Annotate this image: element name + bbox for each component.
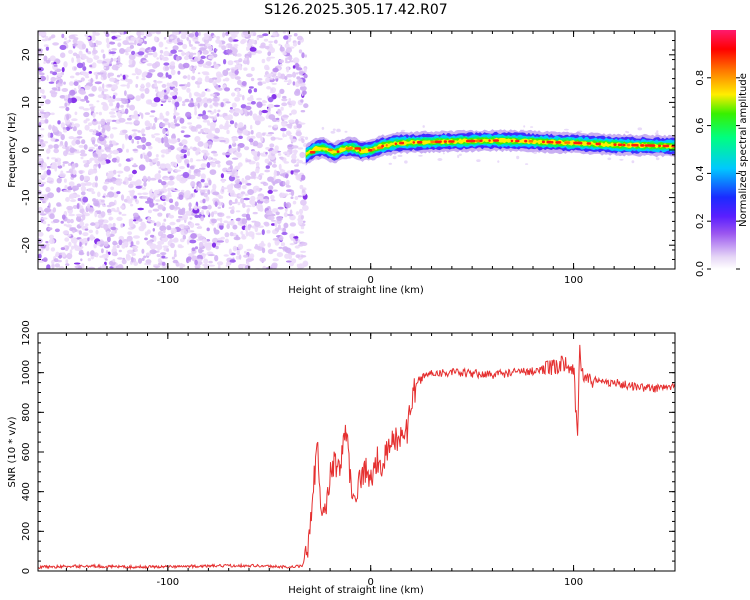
snr-ytick-label: 200 (21, 522, 32, 541)
noise-speckle (38, 31, 660, 269)
snr-xtick-label: 0 (368, 577, 374, 588)
snr-ytick-label: 400 (21, 482, 32, 501)
snr-ylabel: SNR (10 * v/v) (7, 416, 18, 487)
heatmap-ytick-label: -10 (21, 189, 32, 205)
snr-xtick-label: 100 (564, 577, 583, 588)
heatmap-ytick-label: 0 (21, 147, 32, 153)
heatmap-ylabel: Frequency (Hz) (7, 112, 18, 188)
colorbar-tick-label: 0.4 (695, 165, 706, 181)
colorbar-tick-label: 0.2 (695, 213, 706, 229)
snr-series-line (38, 344, 675, 571)
colorbar-gradient (711, 30, 736, 269)
colorbar-label: Normalized spectral amplitude (738, 73, 749, 227)
heatmap-xlabel: Height of straight line (km) (288, 285, 424, 296)
colorbar-tick-label: 0.6 (695, 118, 706, 134)
signal-track (305, 129, 675, 166)
snr-xlabel: Height of straight line (km) (288, 585, 424, 596)
snr-ytick-label: 0 (21, 568, 32, 574)
colorbar-tick-label: 0.8 (695, 70, 706, 86)
figure-title: S126.2025.305.17.42.R07 (264, 2, 447, 18)
snr-ytick-label: 1000 (21, 360, 32, 385)
heatmap-ytick-label: -20 (21, 237, 32, 253)
heatmap-xtick-label: 100 (564, 275, 583, 286)
heatmap-ytick-label: 20 (21, 48, 32, 61)
heatmap-content (38, 31, 675, 269)
colorbar-tick-label: 0.0 (695, 261, 706, 277)
heatmap-xtick-label: 0 (368, 275, 374, 286)
signal-band-5 (305, 137, 675, 156)
snr-xtick-label: -100 (156, 577, 179, 588)
snr-ytick-label: 600 (21, 442, 32, 461)
snr-ytick-label: 1200 (21, 320, 32, 345)
colorbar-ticks: 0.0 0.2 0.4 0.6 0.8 (695, 70, 740, 277)
colorbar: 0.0 0.2 0.4 0.6 0.8 Normalized spectral ampl… (695, 30, 749, 277)
heatmap-xtick-label: -100 (156, 275, 179, 286)
snr-ytick-label: 800 (21, 403, 32, 422)
heatmap-ytick-label: 10 (21, 96, 32, 109)
